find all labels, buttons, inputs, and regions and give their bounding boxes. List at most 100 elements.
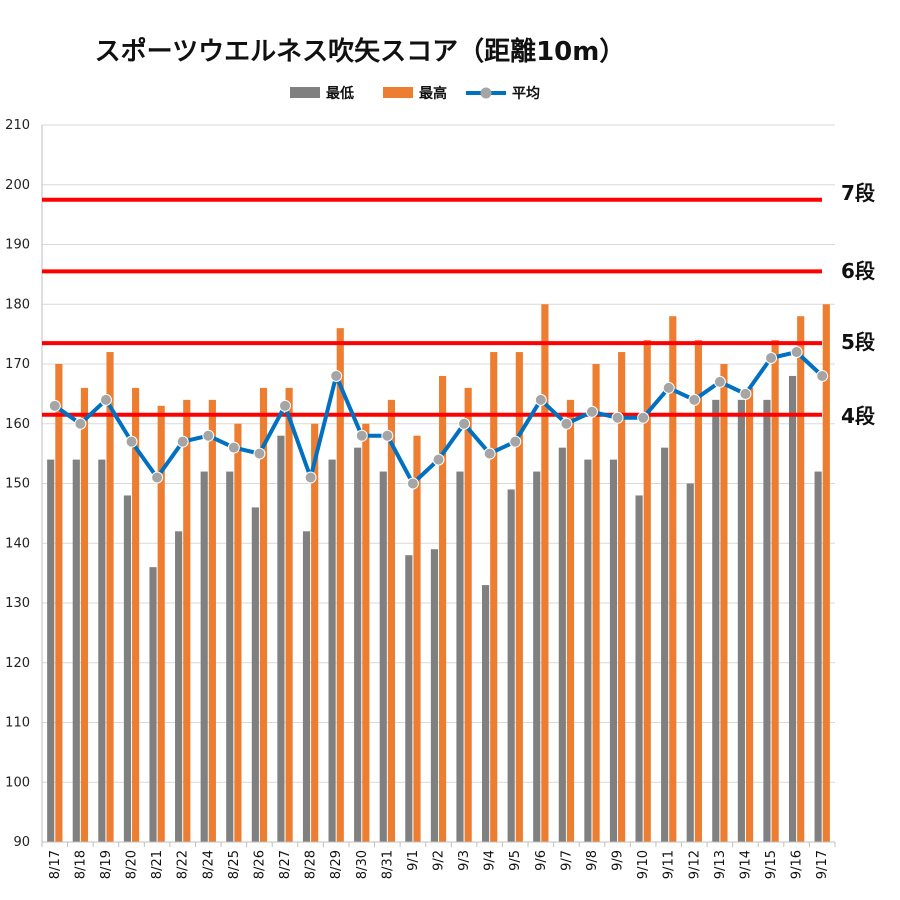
- average-point: [151, 471, 164, 484]
- y-tick-label: 210: [5, 118, 30, 133]
- x-tick-label: 9/7: [559, 850, 574, 871]
- y-tick-label: 170: [5, 357, 30, 372]
- average-point: [253, 447, 266, 460]
- bar-max: [336, 328, 344, 842]
- bar-max: [771, 340, 779, 842]
- bar-max: [208, 399, 216, 842]
- bar-min: [405, 555, 413, 842]
- average-point: [739, 387, 752, 400]
- average-point: [432, 453, 445, 466]
- bar-max: [464, 387, 472, 842]
- x-tick-label: 9/17: [815, 850, 830, 879]
- bar-min: [737, 399, 745, 842]
- bar-min: [430, 549, 438, 842]
- x-tick-label: 8/22: [176, 850, 191, 879]
- bar-max: [566, 399, 575, 842]
- bar-max: [311, 423, 319, 842]
- bar-max: [694, 340, 702, 842]
- bar-max: [797, 316, 805, 842]
- bar-max: [80, 387, 89, 842]
- y-tick-label: 130: [5, 596, 30, 611]
- average-point: [381, 429, 394, 442]
- bar-min: [814, 471, 822, 842]
- bar-max: [157, 405, 165, 842]
- bar-max: [745, 387, 754, 842]
- average-point: [483, 447, 496, 460]
- reference-label: 6段: [841, 259, 875, 283]
- bar-max: [183, 399, 191, 842]
- bar-min: [788, 375, 797, 842]
- bars: [47, 304, 830, 842]
- reference-label: 5段: [841, 330, 875, 354]
- y-axis: 90 100 110 120 130 140 150 160 170 180 190 200 210: [5, 118, 43, 850]
- bar-min: [661, 447, 669, 842]
- bar-max: [259, 387, 268, 842]
- bar-max: [592, 364, 600, 842]
- x-tick-label: 9/4: [483, 850, 498, 871]
- bar-min: [72, 459, 80, 842]
- x-tick-label: 9/6: [534, 850, 549, 871]
- average-point: [99, 393, 112, 406]
- x-tick-label: 9/8: [585, 850, 600, 871]
- y-tick-label: 190: [5, 238, 30, 253]
- legend-label-avg: 平均: [512, 85, 540, 102]
- x-tick-label: 8/25: [227, 850, 242, 879]
- bar-max: [643, 340, 651, 842]
- average-point: [406, 477, 419, 490]
- bar-min: [584, 459, 592, 842]
- x-tick-label: 8/29: [329, 850, 344, 879]
- bar-max: [106, 352, 114, 842]
- x-tick-label: 8/18: [73, 850, 88, 879]
- bar-min: [558, 447, 566, 842]
- bar-max: [822, 304, 830, 842]
- bar-min: [277, 435, 285, 842]
- average-point: [688, 393, 701, 406]
- x-tick-label: 8/30: [355, 850, 370, 879]
- x-tick-label: 9/13: [713, 850, 728, 879]
- bar-min: [251, 507, 259, 842]
- x-tick-label: 9/12: [687, 850, 702, 879]
- gridlines: [42, 124, 835, 843]
- x-tick-label: 8/19: [99, 850, 114, 879]
- bar-max: [285, 387, 293, 842]
- bar-min: [712, 399, 720, 842]
- average-point: [330, 369, 343, 382]
- average-point: [176, 435, 189, 448]
- x-tick-label: 9/5: [508, 850, 523, 871]
- x-tick-label: 9/14: [738, 850, 753, 879]
- x-tick-label: 9/9: [611, 850, 626, 871]
- bar-min: [635, 495, 643, 842]
- x-tick-label: 8/20: [125, 850, 140, 879]
- bar-min: [226, 471, 234, 842]
- bar-min: [200, 471, 208, 842]
- x-tick-label: 8/21: [150, 850, 165, 879]
- y-tick-label: 100: [5, 775, 30, 790]
- average-point: [534, 393, 547, 406]
- bar-min: [175, 531, 183, 842]
- bar-max: [720, 364, 728, 842]
- average-point: [458, 417, 471, 430]
- average-point: [355, 429, 368, 442]
- x-tick-label: 9/15: [764, 850, 779, 879]
- average-point: [509, 435, 522, 448]
- bar-max: [387, 399, 396, 842]
- average-point: [611, 411, 624, 424]
- bar-min: [123, 495, 132, 842]
- bar-min: [302, 531, 311, 842]
- bar-min: [686, 483, 694, 842]
- average-point: [713, 375, 726, 388]
- bar-max: [515, 352, 523, 842]
- x-tick-label: 9/16: [790, 850, 805, 879]
- x-axis: 8/17 8/18 8/19 8/20 8/21 8/22 8/24 8/25 8/26 8/27…: [41, 841, 836, 879]
- bar-min: [47, 459, 55, 842]
- average-point: [790, 346, 803, 359]
- chart-title: スポーツウエルネス吹矢スコア（距離10m）: [95, 36, 626, 67]
- legend-swatch-avg-marker: [480, 87, 492, 99]
- y-tick-label: 180: [5, 297, 30, 312]
- reference-label: 4段: [841, 404, 875, 428]
- y-tick-label: 200: [5, 178, 30, 193]
- bar-max: [55, 364, 63, 842]
- bar-max: [669, 316, 677, 842]
- average-point: [48, 399, 61, 412]
- x-tick-label: 8/24: [201, 850, 216, 879]
